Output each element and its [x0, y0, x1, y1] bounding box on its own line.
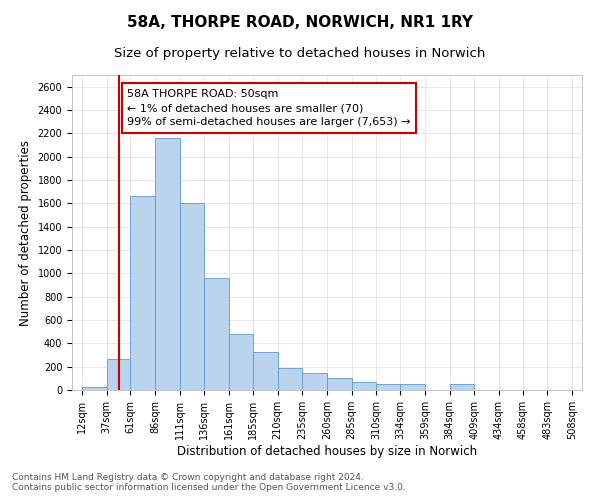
- Text: 58A, THORPE ROAD, NORWICH, NR1 1RY: 58A, THORPE ROAD, NORWICH, NR1 1RY: [127, 15, 473, 30]
- Bar: [376, 384, 400, 390]
- Bar: [205, 278, 229, 390]
- X-axis label: Distribution of detached houses by size in Norwich: Distribution of detached houses by size …: [177, 444, 477, 458]
- Bar: [107, 358, 130, 390]
- Bar: [400, 384, 425, 390]
- Bar: [302, 372, 327, 390]
- Y-axis label: Number of detached properties: Number of detached properties: [19, 140, 32, 326]
- Text: Size of property relative to detached houses in Norwich: Size of property relative to detached ho…: [115, 48, 485, 60]
- Text: Contains HM Land Registry data © Crown copyright and database right 2024.: Contains HM Land Registry data © Crown c…: [12, 472, 364, 482]
- Bar: [278, 368, 302, 390]
- Bar: [82, 386, 107, 390]
- Bar: [130, 196, 155, 390]
- Bar: [253, 352, 278, 390]
- Bar: [229, 334, 253, 390]
- Bar: [327, 378, 352, 390]
- Bar: [180, 204, 205, 390]
- Bar: [352, 382, 376, 390]
- Bar: [449, 384, 474, 390]
- Bar: [155, 138, 180, 390]
- Text: Contains public sector information licensed under the Open Government Licence v3: Contains public sector information licen…: [12, 484, 406, 492]
- Text: 58A THORPE ROAD: 50sqm
← 1% of detached houses are smaller (70)
99% of semi-deta: 58A THORPE ROAD: 50sqm ← 1% of detached …: [127, 89, 411, 127]
